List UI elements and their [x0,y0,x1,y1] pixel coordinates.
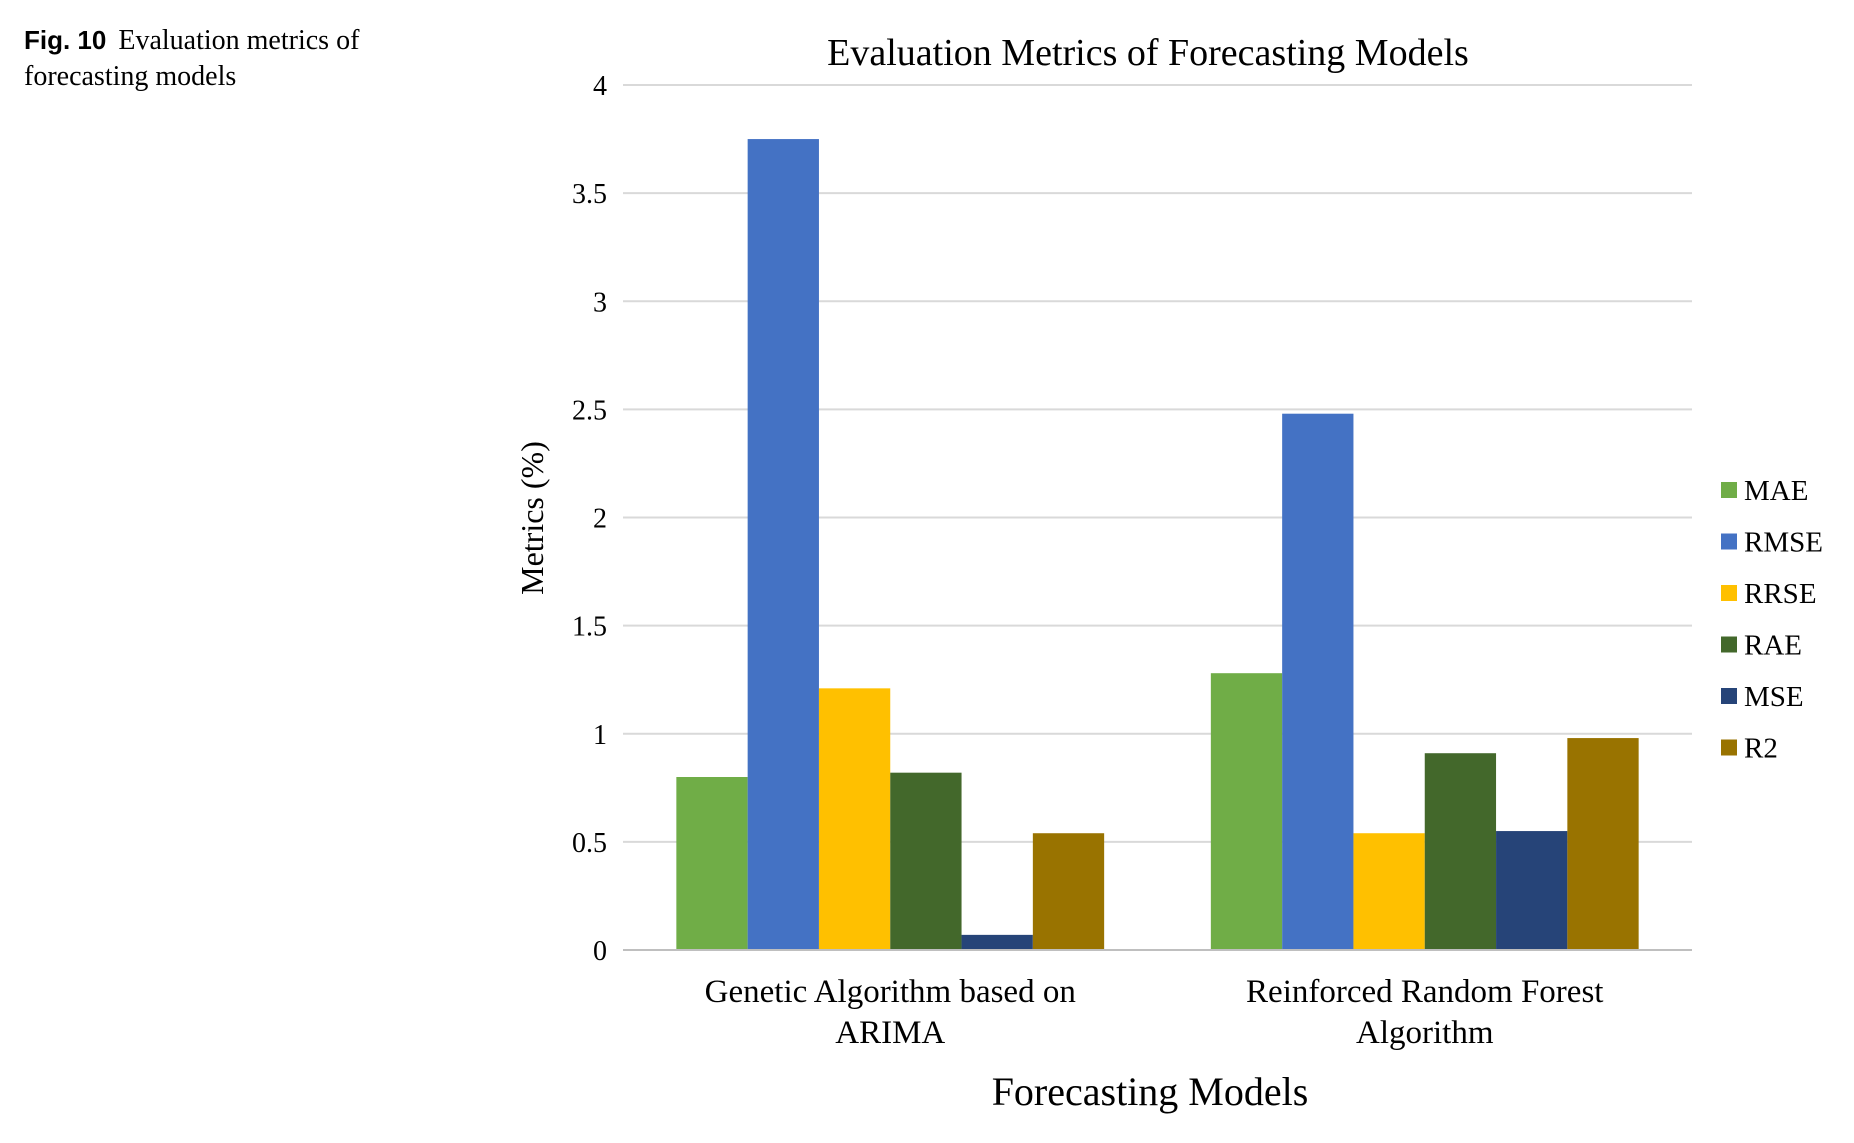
bar-mse-1 [961,934,1033,950]
chart-title: Evaluation Metrics of Forecasting Models [827,32,1469,74]
y-tick-label: 0 [593,936,607,967]
y-axis-ticks: 0 0.5 1 1.5 2 2.5 3 3.5 4 [572,71,607,967]
y-tick-label: 3 [593,287,607,318]
bar-r2-1 [1032,833,1105,950]
legend-label-r2: R2 [1744,733,1778,765]
bar-rrse-1 [818,688,891,950]
legend-label-rae: RAE [1744,630,1802,662]
legend-label-rmse: RMSE [1744,527,1823,559]
legend-swatch-rrse [1721,585,1737,601]
y-tick-label: 1 [593,720,607,751]
legend-swatch-rae [1721,636,1737,653]
bar-rmse-2 [1282,413,1354,950]
bar-mae-1 [676,777,748,950]
legend-swatch-mae [1721,482,1737,498]
y-tick-label: 4 [593,71,607,102]
legend-label-mae: MAE [1744,475,1808,507]
legend-label-mse: MSE [1744,681,1804,713]
legend-swatch-r2 [1721,739,1737,756]
bar-rae-1 [890,772,962,950]
x-axis-categories: Genetic Algorithm based on ARIMA Reinforce… [705,974,1604,1051]
x-category-label: Genetic Algorithm based on ARIMA [705,974,1076,1051]
legend-label-rrse: RRSE [1744,578,1817,610]
y-tick-label: 0.5 [572,828,607,859]
y-tick-label: 2 [593,504,607,535]
bar-rae-2 [1424,753,1497,950]
bar-mse-2 [1496,831,1568,950]
legend-swatch-rmse [1721,533,1737,550]
y-tick-label: 2.5 [572,395,607,426]
y-tick-label: 3.5 [572,179,607,210]
bars [676,139,1639,950]
figure-caption-text: Evaluation metrics of forecasting models [24,25,360,92]
figure-caption: Fig. 10 Evaluation metrics of forecasting… [24,22,424,95]
x-axis-label: Forecasting Models [992,1069,1309,1114]
figure-label: Fig. 10 [24,25,107,55]
bar-rmse-1 [747,139,819,950]
bar-rrse-2 [1353,833,1425,950]
legend-swatch-mse [1721,688,1737,704]
bar-r2-2 [1567,738,1639,950]
y-axis-label: Metrics (%) [514,441,550,595]
legend: MAE RMSE RRSE RAE MSE R2 [1721,475,1823,765]
y-tick-label: 1.5 [572,612,607,643]
bar-mae-2 [1210,673,1283,950]
x-category-label: Reinforced Random Forest Algorithm [1246,974,1603,1051]
